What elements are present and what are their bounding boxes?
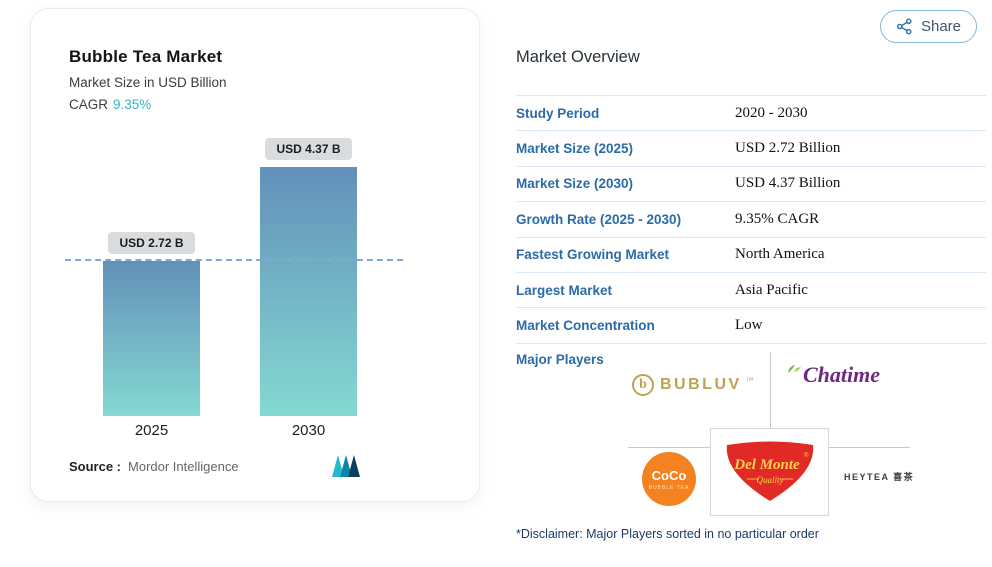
source-row: Source : Mordor Intelligence — [69, 459, 239, 474]
player-logo-coco: CoCo BUBBLE TEA — [642, 452, 696, 506]
bar-2025 — [103, 261, 200, 416]
player-logo-bubluv: b BUBLUV ™ — [632, 374, 756, 396]
coco-wordmark: CoCo — [651, 467, 687, 483]
table-row: Market Concentration Low — [516, 308, 986, 344]
chart-subtitle: Market Size in USD Billion — [69, 75, 227, 90]
table-row: Largest Market Asia Pacific — [516, 273, 986, 309]
player-logo-delmonte: Del Monte ® Quality — [710, 428, 829, 516]
row-value: 2020 - 2030 — [735, 104, 808, 121]
chatime-wordmark: Chatime — [803, 362, 881, 387]
row-label: Largest Market — [516, 282, 613, 298]
row-value: Low — [735, 317, 763, 334]
row-label: Market Size (2025) — [516, 141, 634, 157]
source-label: Source : — [69, 459, 122, 474]
bubluv-wordmark: BUBLUV — [660, 376, 742, 393]
share-button-label: Share — [920, 18, 961, 35]
share-icon — [896, 18, 912, 35]
chatime-leaf-icon — [788, 365, 801, 373]
bubluv-icon: b — [632, 374, 654, 396]
row-value: USD 4.37 Billion — [735, 175, 841, 192]
bar-column-2030: USD 4.37 B — [260, 138, 357, 416]
row-value: USD 2.72 Billion — [735, 140, 841, 157]
major-players-label: Major Players — [516, 352, 604, 367]
cagr-value: 9.35% — [113, 97, 152, 112]
x-label-2025: 2025 — [134, 422, 169, 439]
table-row: Fastest Growing Market North America — [516, 238, 986, 273]
row-label: Study Period — [516, 105, 600, 121]
coco-subtext: BUBBLE TEA — [648, 484, 690, 491]
delmonte-shield-icon: Del Monte ® Quality — [726, 441, 813, 501]
bar-value-label-2030: USD 4.37 B — [265, 138, 352, 160]
bar-value-label-2025: USD 2.72 B — [108, 232, 195, 254]
market-overview-panel: Market Overview Study Period 2020 - 2030… — [516, 0, 986, 567]
x-axis-labels: 2025 2030 — [31, 422, 479, 439]
delmonte-registered-mark: ® — [804, 452, 809, 459]
bubluv-trademark: ™ — [745, 375, 754, 385]
bar-column-2025: USD 2.72 B — [103, 232, 200, 416]
delmonte-wordmark: Del Monte — [733, 457, 800, 473]
market-chart-card: Bubble Tea Market Market Size in USD Bil… — [30, 8, 480, 502]
cagr-label: CAGR — [69, 97, 109, 112]
mordor-intelligence-logo — [331, 453, 361, 484]
chart-title: Bubble Tea Market — [69, 47, 223, 66]
table-row: Market Size (2030) USD 4.37 Billion — [516, 167, 986, 203]
x-label-2030: 2030 — [291, 422, 326, 439]
row-value: 9.35% CAGR — [735, 210, 820, 227]
overview-title: Market Overview — [516, 48, 640, 66]
row-label: Fastest Growing Market — [516, 247, 670, 263]
row-label: Market Size (2030) — [516, 176, 634, 192]
bar-2030 — [260, 167, 357, 416]
disclaimer: *Disclaimer: Major Players sorted in no … — [516, 527, 819, 541]
share-button[interactable]: Share — [879, 10, 977, 43]
source-value: Mordor Intelligence — [128, 459, 239, 474]
row-label: Growth Rate (2025 - 2030) — [516, 211, 682, 227]
table-row: Market Size (2025) USD 2.72 Billion — [516, 131, 986, 167]
table-row: Study Period 2020 - 2030 — [516, 96, 986, 132]
bar-chart: USD 2.72 B USD 4.37 B — [31, 136, 479, 416]
row-value: North America — [735, 246, 825, 263]
row-value: Asia Pacific — [735, 281, 808, 298]
cagr-line: CAGR 9.35% — [69, 97, 151, 112]
delmonte-quality-text: Quality — [756, 475, 783, 485]
player-logo-heytea: HEYTEA 喜茶 — [844, 472, 915, 482]
reference-line — [65, 259, 403, 261]
player-logo-chatime: Chatime — [786, 362, 880, 388]
major-players-grid: b BUBLUV ™ Chatime CoCo BUBBLE TEA Del M… — [628, 350, 913, 516]
overview-table: Study Period 2020 - 2030 Market Size (20… — [516, 95, 986, 344]
table-row: Growth Rate (2025 - 2030) 9.35% CAGR — [516, 202, 986, 238]
players-vertical-divider — [770, 352, 771, 428]
row-label: Market Concentration — [516, 318, 655, 334]
